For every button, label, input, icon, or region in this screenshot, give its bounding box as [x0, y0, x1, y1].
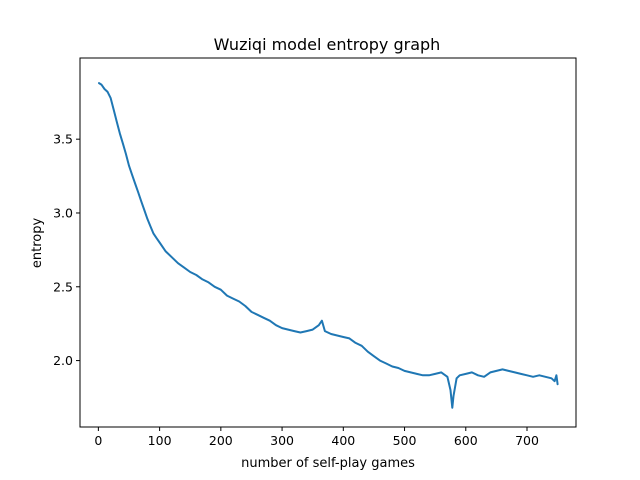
x-tick-label: 700 [515, 433, 539, 448]
x-tick-label: 600 [454, 433, 478, 448]
axis-ticks: 0 100 200 300 400 500 600 700 2.0 2.5 3.0 3.5 [53, 132, 539, 448]
x-tick-label: 500 [393, 433, 417, 448]
x-tick-label: 400 [331, 433, 355, 448]
x-tick-label: 200 [209, 433, 233, 448]
x-tick-label: 0 [94, 433, 102, 448]
chart-title: Wuziqi model entropy graph [214, 35, 441, 54]
x-tick-label: 300 [270, 433, 294, 448]
plot-lines [98, 82, 559, 409]
y-tick-label: 2.5 [53, 279, 73, 294]
y-tick-label: 3.0 [53, 205, 73, 220]
y-tick-label: 3.5 [53, 132, 73, 147]
x-tick-label: 100 [148, 433, 172, 448]
y-axis-label: entropy [30, 218, 45, 269]
y-tick-label: 2.0 [53, 353, 73, 368]
series-line [98, 82, 559, 409]
x-axis-label: number of self-play games [241, 456, 415, 471]
plot-area-frame [79, 57, 577, 428]
